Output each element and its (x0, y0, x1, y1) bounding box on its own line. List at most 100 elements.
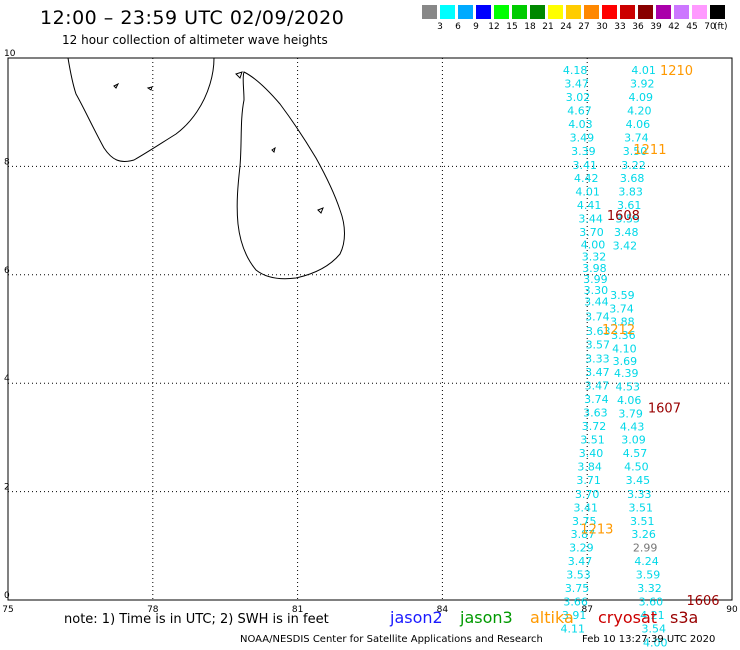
legend-label: 3 (437, 22, 443, 32)
wave-height-value: 4.03 (568, 118, 593, 131)
wave-height-value: 3.57 (586, 339, 611, 352)
x-tick-label: 81 (292, 605, 303, 615)
wave-height-value: 3.99 (583, 273, 608, 286)
wave-height-value: 4.18 (563, 64, 588, 77)
wave-height-value: 4.09 (629, 91, 654, 104)
coast-islet-2 (146, 86, 153, 91)
wave-height-value: 3.92 (630, 77, 655, 90)
wave-height-value: 2.99 (633, 541, 658, 554)
legend-label: 21 (542, 22, 554, 32)
wave-height-value: 4.10 (612, 343, 637, 356)
wave-height-value: 3.47 (564, 77, 589, 90)
wave-height-value: 3.51 (630, 515, 655, 528)
wave-height-value: 3.26 (631, 528, 656, 541)
legend-swatch (548, 5, 564, 19)
wave-height-value: 3.74 (624, 132, 649, 145)
wave-height-value: 3.70 (575, 488, 600, 501)
wave-height-value: 3.59 (610, 289, 635, 302)
legend-swatch (512, 5, 528, 19)
wave-height-value: 3.42 (613, 240, 638, 253)
footer-note: note: 1) Time is in UTC; 2) SWH is in fe… (64, 612, 329, 627)
wave-height-value: 3.33 (585, 352, 610, 365)
legend-label: 42 (668, 22, 680, 32)
wave-height-value: 3.68 (620, 172, 645, 185)
pass-number-label: 1213 (580, 522, 613, 537)
wave-height-value: 3.98 (582, 262, 607, 275)
sri-lanka-coastline (236, 71, 345, 280)
satellite-altika: altika (530, 608, 574, 627)
wave-height-value: 3.41 (573, 159, 598, 172)
legend-label: 39 (650, 22, 662, 32)
wave-height-value: 3.32 (582, 250, 607, 263)
coast-islet-4 (317, 207, 324, 214)
map-title: 12:00 – 23:59 UTC 02/09/2020 (40, 7, 345, 29)
wave-height-value: 3.59 (636, 569, 661, 582)
wave-height-value: 3.79 (618, 408, 643, 421)
wave-height-value: 4.57 (623, 447, 648, 460)
legend-swatch (674, 5, 690, 19)
wave-height-value: 3.47 (568, 555, 593, 568)
wave-height-value: 4.11 (560, 623, 585, 636)
wave-height-value: 3.69 (613, 355, 638, 368)
legend-swatch (656, 5, 672, 19)
pass-number-label: 1608 (607, 209, 640, 224)
india-coastline (67, 57, 215, 162)
wave-height-value: 3.30 (584, 284, 609, 297)
satellite-cryosat: cryosat (598, 608, 658, 627)
x-tick-label: 90 (726, 605, 738, 615)
wave-height-value: 3.02 (566, 91, 591, 104)
wave-height-value: 3.44 (584, 295, 609, 308)
wave-height-value: 4.06 (617, 394, 642, 407)
wave-height-value: 4.24 (634, 555, 659, 568)
wave-height-value: 3.53 (566, 569, 591, 582)
generated-timestamp: Feb 10 13:27:39 UTC 2020 (582, 634, 716, 645)
legend-swatch (710, 5, 726, 19)
pass-number-label: 1607 (648, 402, 681, 417)
wave-height-value: 3.09 (621, 434, 646, 447)
legend-swatch (458, 5, 474, 19)
y-tick-label: 6 (4, 266, 10, 276)
wave-height-value: 3.36 (611, 329, 636, 342)
legend-unit: (ft) (714, 22, 728, 32)
legend-swatch (638, 5, 654, 19)
map-subtitle: 12 hour collection of altimeter wave hei… (62, 33, 328, 47)
legend-label: 70 (704, 22, 716, 32)
wave-height-observations: 4.183.473.024.674.033.493.393.414.424.01… (560, 64, 667, 649)
pass-number-label: 1211 (633, 143, 666, 158)
coast-islet-3 (271, 146, 276, 153)
wave-height-value: 4.21 (640, 609, 665, 622)
wave-height-value: 4.41 (577, 199, 602, 212)
legend-swatch (602, 5, 618, 19)
wave-height-value: 3.71 (576, 474, 601, 487)
wave-height-value: 3.60 (639, 596, 664, 609)
satellite-jason3: jason3 (460, 608, 513, 627)
wave-height-value: 4.39 (614, 367, 639, 380)
wave-height-value: 3.88 (610, 315, 635, 328)
coast-islet-1 (113, 82, 120, 89)
legend-swatch (530, 5, 546, 19)
wave-height-value: 3.87 (571, 528, 596, 541)
x-tick-label: 78 (147, 605, 159, 615)
legend-label: 12 (488, 22, 500, 32)
wave-height-value: 3.33 (627, 488, 652, 501)
wave-height-value: 3.47 (585, 379, 610, 392)
wave-height-value: 3.40 (579, 447, 604, 460)
wave-height-value: 4.01 (631, 64, 656, 77)
legend-swatch (422, 5, 438, 19)
pass-labels: 1210 1211 1608 1212 1607 1213 1606 (580, 64, 719, 609)
wave-height-value: 4.50 (624, 461, 649, 474)
wave-height-value: 3.75 (572, 515, 597, 528)
wave-height-value: 3.74 (585, 311, 610, 324)
wave-height-value: 4.67 (567, 105, 592, 118)
y-tick-label: 2 (4, 483, 10, 493)
x-tick-label: 87 (581, 605, 592, 615)
wave-height-value: 3.72 (582, 420, 607, 433)
wave-height-value: 4.20 (627, 105, 652, 118)
legend-swatch (440, 5, 456, 19)
wave-height-value: 3.83 (618, 185, 643, 198)
pass-number-label: 1212 (602, 323, 635, 338)
wave-height-value: 3.48 (614, 226, 639, 239)
wave-height-value: 3.47 (585, 366, 610, 379)
legend-swatch (620, 5, 636, 19)
